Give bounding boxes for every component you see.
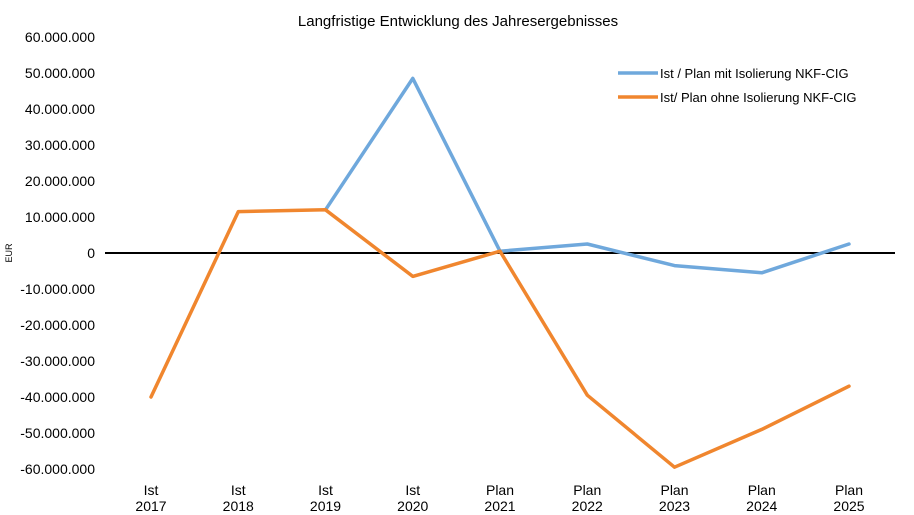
y-tick-label: 30.000.000 [25, 137, 95, 153]
x-tick-label: 2023 [659, 498, 690, 514]
chart-title: Langfristige Entwicklung des Jahresergeb… [298, 13, 618, 30]
y-tick-label: 60.000.000 [25, 29, 95, 45]
legend: Ist / Plan mit Isolierung NKF-CIG Ist/ Pl… [618, 66, 857, 105]
y-tick-label: -10.000.000 [20, 281, 95, 297]
x-tick-label: Plan [748, 482, 776, 498]
y-tick-label: -40.000.000 [20, 389, 95, 405]
series-line-1 [323, 76, 851, 275]
x-tick-label: Plan [835, 482, 863, 498]
y-axis-ticks: 60.000.000 50.000.000 40.000.000 30.000.000… [20, 29, 95, 477]
x-tick-label: 2018 [223, 498, 254, 514]
y-tick-label: 40.000.000 [25, 101, 95, 117]
x-tick-label: Ist [318, 482, 333, 498]
y-tick-label: -50.000.000 [20, 425, 95, 441]
x-tick-label: 2021 [484, 498, 515, 514]
y-axis-label: EUR [4, 243, 14, 263]
legend-label: Ist/ Plan ohne Isolierung NKF-CIG [660, 90, 857, 105]
y-tick-label: 10.000.000 [25, 209, 95, 225]
y-tick-label: 20.000.000 [25, 173, 95, 189]
x-tick-label: Plan [486, 482, 514, 498]
y-tick-label: -60.000.000 [20, 461, 95, 477]
y-tick-label: -20.000.000 [20, 317, 95, 333]
x-tick-label: 2020 [397, 498, 428, 514]
y-tick-label: -30.000.000 [20, 353, 95, 369]
legend-label: Ist / Plan mit Isolierung NKF-CIG [660, 66, 849, 81]
x-tick-label: Ist [231, 482, 246, 498]
x-tick-label: Ist [405, 482, 420, 498]
x-tick-label: Ist [144, 482, 159, 498]
series-line-2 [149, 208, 851, 469]
x-axis-ticks: Ist2017Ist2018Ist2019Ist2020Plan2021Plan… [135, 482, 864, 514]
x-tick-label: 2024 [746, 498, 777, 514]
x-tick-label: 2019 [310, 498, 341, 514]
series-lines [149, 76, 851, 469]
x-tick-label: 2022 [572, 498, 603, 514]
y-tick-label: 0 [87, 245, 95, 261]
y-tick-label: 50.000.000 [25, 65, 95, 81]
x-tick-label: Plan [573, 482, 601, 498]
x-tick-label: Plan [660, 482, 688, 498]
x-tick-label: 2025 [833, 498, 864, 514]
x-tick-label: 2017 [135, 498, 166, 514]
